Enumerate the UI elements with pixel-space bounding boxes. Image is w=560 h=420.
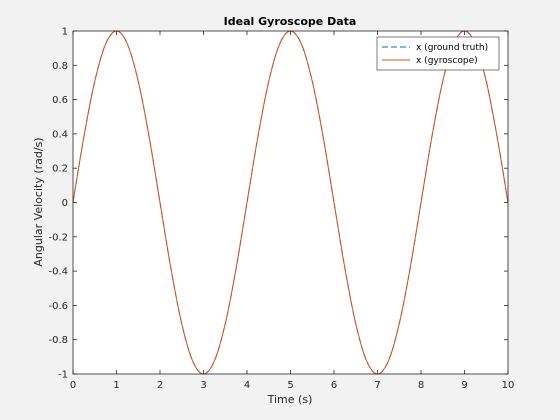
x-tick-label: 4 bbox=[244, 380, 250, 391]
x-tick-label: 1 bbox=[113, 380, 119, 391]
x-tick-label: 6 bbox=[331, 380, 337, 391]
x-tick-label: 3 bbox=[200, 380, 206, 391]
x-tick-label: 8 bbox=[418, 380, 424, 391]
x-tick-label: 5 bbox=[287, 380, 293, 391]
axes-background bbox=[73, 31, 508, 374]
x-tick-label: 7 bbox=[374, 380, 380, 391]
x-tick-label: 2 bbox=[157, 380, 163, 391]
y-tick-label: -0.2 bbox=[48, 232, 68, 243]
y-tick-label: 1 bbox=[62, 27, 68, 38]
legend: x (ground truth) x (gyroscope) bbox=[376, 36, 500, 71]
y-ticks: -1 -0.8 -0.6 -0.4 -0.2 0 0.2 0.4 0.6 0.8 1 bbox=[48, 27, 508, 381]
x-tick-label: 10 bbox=[502, 380, 515, 391]
x-ticks: 0 1 2 3 4 5 6 7 8 9 10 bbox=[70, 31, 515, 391]
x-axis-label: Time (s) bbox=[267, 393, 313, 406]
y-tick-label: -0.8 bbox=[48, 335, 68, 346]
legend-label-ground-truth: x (ground truth) bbox=[416, 43, 488, 53]
y-tick-label: 0.2 bbox=[52, 164, 68, 175]
x-tick-label: 9 bbox=[461, 380, 467, 391]
y-tick-label: 0 bbox=[62, 198, 68, 209]
y-tick-label: -0.6 bbox=[48, 301, 68, 312]
x-tick-label: 0 bbox=[70, 380, 76, 391]
legend-label-gyroscope: x (gyroscope) bbox=[416, 56, 478, 66]
legend-box bbox=[376, 36, 500, 71]
chart-title: Ideal Gyroscope Data bbox=[224, 15, 357, 28]
y-tick-label: 0.8 bbox=[52, 61, 68, 72]
y-tick-label: -0.4 bbox=[48, 267, 68, 278]
y-axis-label: Angular Velocity (rad/s) bbox=[32, 137, 45, 266]
y-tick-label: -1 bbox=[58, 370, 68, 381]
y-tick-label: 0.4 bbox=[52, 129, 68, 140]
y-tick-label: 0.6 bbox=[52, 95, 68, 106]
